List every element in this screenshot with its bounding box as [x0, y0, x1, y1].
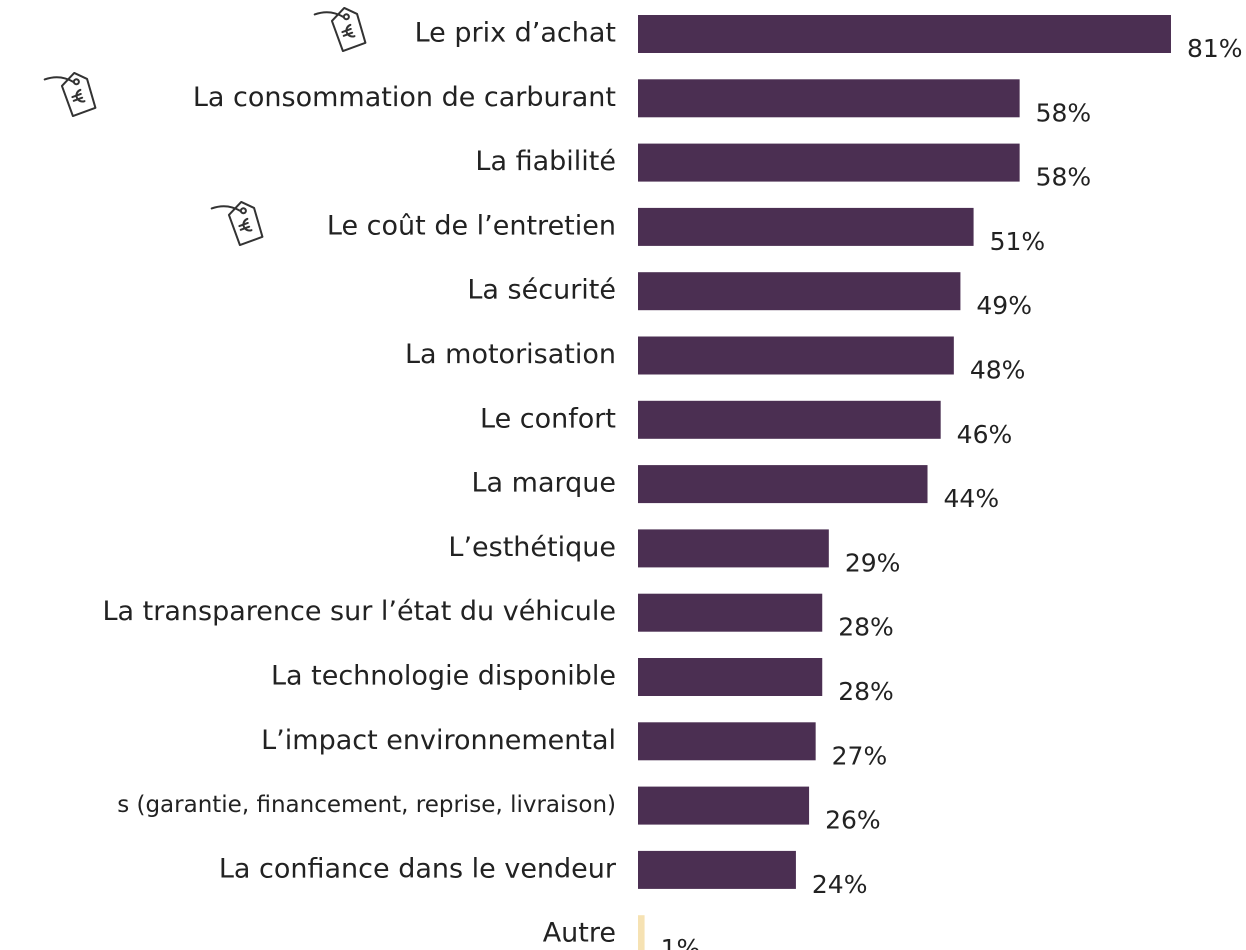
- bar: [638, 336, 954, 375]
- bar: [638, 722, 816, 761]
- bar: [638, 915, 645, 950]
- category-label: Autre: [543, 918, 616, 949]
- bar: [638, 529, 829, 568]
- bar: [638, 400, 941, 439]
- category-label: La consommation de carburant: [193, 82, 616, 113]
- category-label: La marque: [471, 468, 616, 499]
- value-label: 58%: [1036, 163, 1092, 192]
- value-label: 28%: [838, 677, 894, 706]
- category-label: Le coût de l’entretien: [327, 210, 616, 241]
- bar: [638, 593, 823, 632]
- bar: [638, 465, 928, 504]
- value-label: 81%: [1187, 34, 1243, 63]
- value-label: 26%: [825, 806, 881, 835]
- bar: [638, 143, 1020, 182]
- value-label: 51%: [990, 227, 1046, 256]
- category-label: L’impact environnemental: [261, 725, 616, 756]
- value-label: 46%: [957, 420, 1013, 449]
- category-label: L’esthétique: [448, 532, 616, 563]
- value-label: 29%: [845, 548, 901, 577]
- value-label: 1%: [661, 934, 701, 950]
- bar: [638, 272, 961, 311]
- category-label: Le prix d’achat: [415, 18, 616, 49]
- bar: [638, 850, 796, 889]
- category-label: La confiance dans le vendeur: [219, 853, 617, 884]
- value-label: 44%: [944, 484, 1000, 513]
- price-tag-icon: [313, 6, 367, 53]
- price-tag-icon: [43, 71, 97, 118]
- value-label: 49%: [976, 291, 1032, 320]
- category-label: La technologie disponible: [271, 661, 616, 692]
- bar: [638, 79, 1020, 118]
- category-label: La motorisation: [405, 339, 616, 370]
- bar: [638, 786, 810, 825]
- category-label: s (garantie, financement, reprise, livra…: [117, 792, 616, 818]
- category-label: La fiabilité: [475, 146, 616, 177]
- value-label: 58%: [1036, 98, 1092, 127]
- price-tag-icon: [210, 200, 264, 247]
- bar: [638, 15, 1171, 53]
- value-label: 28%: [838, 613, 894, 642]
- category-label: La sécurité: [467, 275, 616, 306]
- value-label: 27%: [832, 741, 888, 770]
- value-label: 48%: [970, 356, 1026, 385]
- category-label: Le confort: [480, 403, 616, 434]
- category-label: La transparence sur l’état du véhicule: [102, 596, 616, 627]
- bar: [638, 658, 823, 696]
- bar: [638, 207, 974, 246]
- value-label: 24%: [812, 870, 868, 899]
